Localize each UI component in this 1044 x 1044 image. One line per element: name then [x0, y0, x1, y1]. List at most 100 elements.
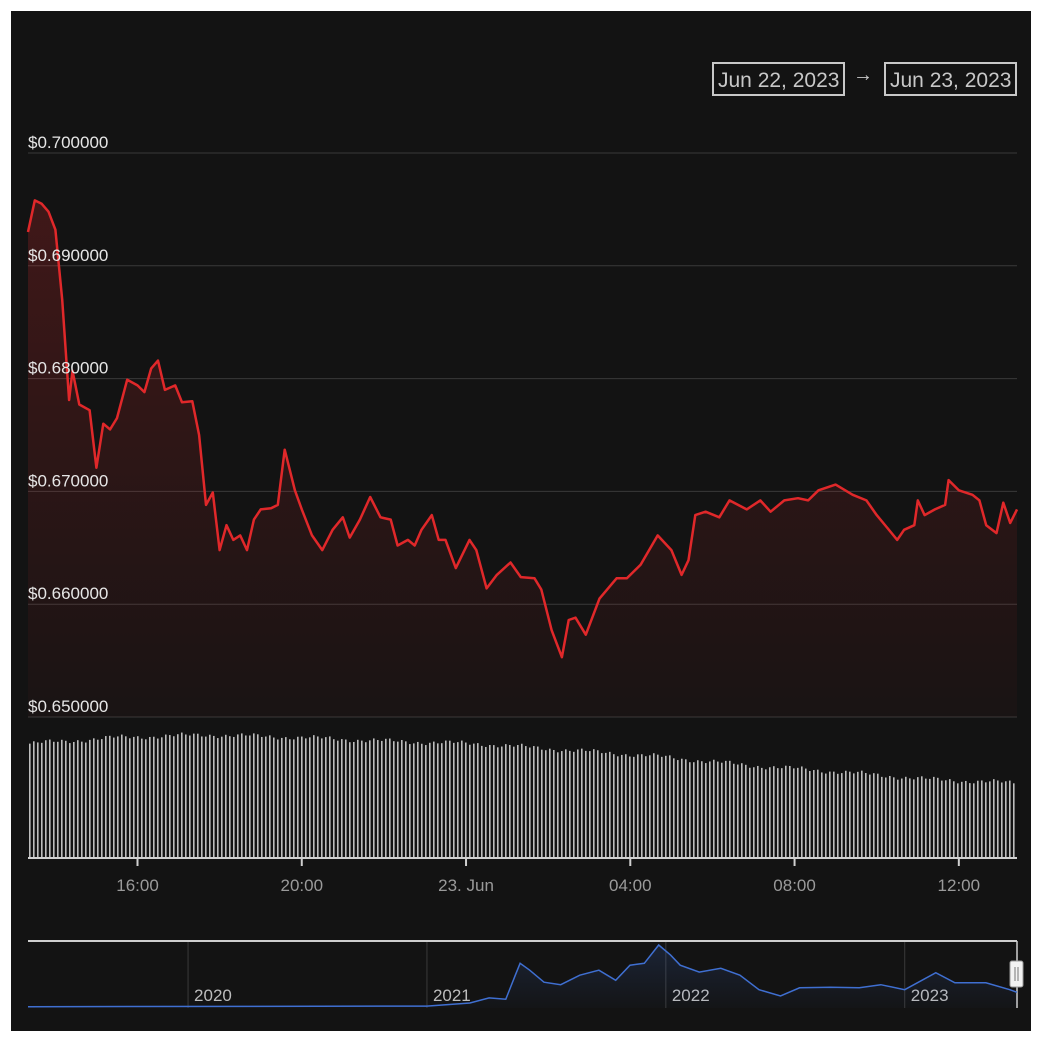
volume-bar — [277, 739, 279, 858]
range-to-input[interactable]: Jun 23, 2023 — [884, 62, 1018, 96]
volume-bar — [853, 773, 855, 858]
volume-bar — [1013, 783, 1015, 858]
volume-bar — [189, 735, 191, 858]
volume-bar — [881, 776, 883, 858]
volume-bar — [401, 740, 403, 858]
volume-bar — [81, 741, 83, 858]
volume-bar — [885, 777, 887, 858]
volume-bar — [529, 747, 531, 858]
navigator-area — [28, 945, 1017, 1008]
volume-bar — [325, 737, 327, 858]
volume-bar — [73, 741, 75, 858]
volume-bar — [985, 782, 987, 858]
volume-bar — [161, 737, 163, 858]
volume-bar — [261, 736, 263, 858]
volume-bar — [501, 746, 503, 858]
volume-bar — [773, 766, 775, 858]
volume-bar — [1009, 780, 1011, 858]
volume-bar — [397, 741, 399, 858]
volume-bar — [577, 749, 579, 858]
volume-bar — [917, 777, 919, 858]
volume-bar — [157, 738, 159, 858]
volume-bar — [1001, 782, 1003, 858]
volume-bar — [321, 738, 323, 858]
volume-bar — [933, 776, 935, 858]
volume-bar — [149, 736, 151, 858]
volume-bar — [97, 739, 99, 858]
volume-bar — [725, 760, 727, 858]
volume-bar — [417, 741, 419, 858]
volume-bar — [533, 746, 535, 858]
volume-bar — [61, 739, 63, 858]
volume-bar — [29, 743, 31, 858]
volume-bar — [549, 748, 551, 858]
volume-bar — [609, 751, 611, 858]
volume-bar — [833, 771, 835, 858]
volume-bar — [173, 736, 175, 858]
navigator-handle[interactable] — [1009, 960, 1024, 988]
volume-bar — [177, 734, 179, 858]
volume-bar — [701, 761, 703, 858]
volume-bar — [961, 781, 963, 858]
volume-bar — [873, 773, 875, 858]
volume-bar — [937, 777, 939, 858]
volume-bar — [373, 738, 375, 858]
volume-bar — [441, 743, 443, 858]
volume-bar — [941, 780, 943, 858]
volume-bar — [569, 750, 571, 858]
volume-bar — [653, 753, 655, 858]
navigator-year-label: 2021 — [433, 986, 471, 1005]
volume-bar — [913, 779, 915, 858]
volume-bar — [381, 740, 383, 858]
volume-bar — [753, 767, 755, 858]
volume-bar — [353, 741, 355, 858]
volume-bar — [293, 739, 295, 858]
volume-bar — [493, 745, 495, 858]
volume-bar — [301, 736, 303, 858]
volume-bar — [537, 746, 539, 858]
volume-bar — [241, 733, 243, 858]
y-tick-label: $0.680000 — [28, 359, 108, 378]
volume-bar — [953, 781, 955, 858]
y-tick-label: $0.670000 — [28, 471, 108, 490]
volume-bar — [965, 780, 967, 858]
volume-bar — [153, 736, 155, 858]
volume-bar — [857, 771, 859, 858]
range-arrow: → — [853, 64, 873, 86]
navigator[interactable]: 2020202120222023 — [27, 940, 1024, 1008]
x-tick-label: 04:00 — [609, 876, 652, 895]
volume-bar — [249, 735, 251, 858]
volume-bar — [361, 740, 363, 858]
volume-bar — [957, 783, 959, 858]
volume-bar — [333, 739, 335, 858]
y-tick-label: $0.690000 — [28, 246, 108, 265]
volume-bar — [617, 756, 619, 858]
volume-bar — [921, 776, 923, 858]
volume-bar — [709, 761, 711, 858]
volume-bar — [737, 764, 739, 858]
volume-bar — [213, 735, 215, 858]
volume-bar — [169, 735, 171, 858]
volume-bar — [77, 740, 79, 858]
volume-bar — [601, 753, 603, 858]
volume-bar — [821, 772, 823, 858]
volume-bar — [525, 746, 527, 858]
volume-bar — [413, 743, 415, 858]
volume-bar — [109, 735, 111, 858]
volume-bar — [841, 773, 843, 858]
range-from-input[interactable]: Jun 22, 2023 — [712, 62, 846, 96]
volume-bar — [505, 744, 507, 858]
volume-bar — [729, 760, 731, 858]
volume-bar — [341, 739, 343, 858]
volume-bar — [377, 740, 379, 858]
volume-bar — [125, 736, 127, 858]
volume-bar — [101, 739, 103, 858]
volume-bar — [409, 744, 411, 858]
volume-bar — [337, 740, 339, 858]
volume-bar — [137, 736, 139, 858]
volume-bar — [905, 776, 907, 858]
volume-bar — [405, 741, 407, 858]
volume-bar — [105, 736, 107, 858]
y-tick-label: $0.700000 — [28, 133, 108, 152]
volume-bar — [949, 779, 951, 858]
